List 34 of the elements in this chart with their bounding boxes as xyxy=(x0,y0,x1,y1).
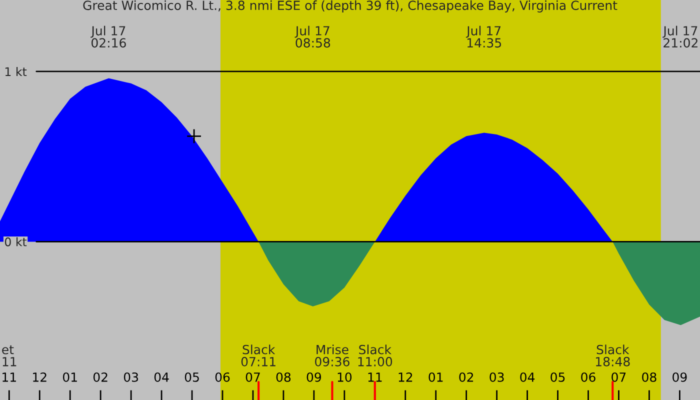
x-tick-label: 05 xyxy=(550,372,565,382)
x-tick-label: 02 xyxy=(459,372,474,382)
x-tick-label: 03 xyxy=(124,372,138,382)
x-tick-label: 09 xyxy=(306,372,322,382)
ref-line-label: Slack 18:48 xyxy=(596,344,630,366)
x-tick-label: 10 xyxy=(338,372,352,382)
x-tick-label: 01 xyxy=(62,372,77,382)
x2-tick-label: Jul 17 21:02 xyxy=(662,26,698,48)
x-tick-label: 02 xyxy=(93,372,108,382)
x-tick-label: 11 xyxy=(2,372,16,382)
x2-tick-label: Jul 17 02:16 xyxy=(90,26,126,48)
x-tick-label: 08 xyxy=(642,372,656,382)
x-tick-label: 06 xyxy=(581,372,596,382)
x-tick-label: 04 xyxy=(520,372,535,382)
y-tick-label: 0 kt xyxy=(4,237,27,246)
x-tick-label: 04 xyxy=(154,372,169,382)
x-tick-label: 01 xyxy=(428,372,443,382)
x-tick-label: 07 xyxy=(612,372,626,382)
x-tick-label: 09 xyxy=(672,372,687,382)
ref-line-label: Slack 07:11 xyxy=(241,344,276,366)
x-tick-label: 03 xyxy=(490,372,504,382)
x-tick-label: 12 xyxy=(398,372,412,382)
x2-tick-label: Jul 17 08:58 xyxy=(294,26,330,48)
ref-line-label: Mrise 09:36 xyxy=(315,344,350,366)
x-tick-label: 07 xyxy=(246,372,260,382)
x2-tick-label: Jul 17 14:35 xyxy=(466,26,502,48)
y-tick-label: 1 kt xyxy=(5,67,27,76)
x-tick-label: 08 xyxy=(276,372,291,382)
x-tick-label: 11 xyxy=(368,372,382,382)
chart-title: Great Wicomico R. Lt., 3.8 nmi ESE of (depth 39 ft), Chesapeake Bay, Virginia Current xyxy=(83,0,618,12)
annotation: et 11 xyxy=(2,345,16,366)
x-tick-label: 05 xyxy=(184,372,199,382)
ref-line-label: Slack 11:00 xyxy=(358,344,392,366)
x-tick-label: 12 xyxy=(33,372,46,382)
